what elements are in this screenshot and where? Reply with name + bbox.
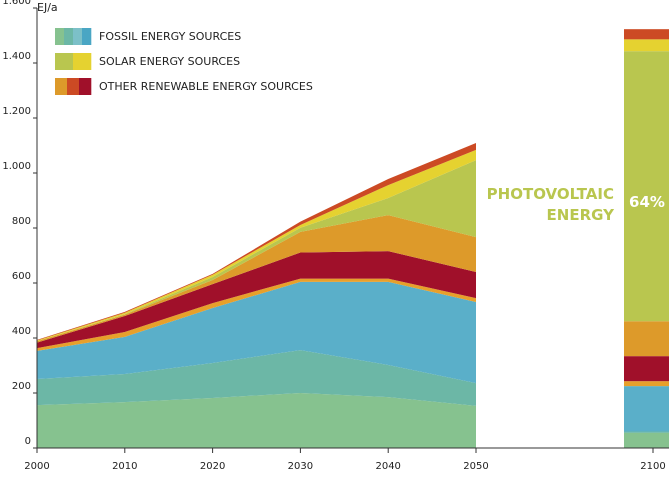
area — [37, 215, 476, 343]
legend-label: FOSSIL ENERGY SOURCES — [99, 30, 241, 43]
legend-swatch — [82, 28, 92, 45]
annotation: ENERGY — [547, 206, 616, 224]
legend-swatch — [73, 28, 83, 45]
x-tick-label: 2030 — [288, 461, 313, 472]
y-tick-label: 1.000 — [2, 161, 31, 172]
x-tick-label: 2050 — [463, 461, 488, 472]
area — [37, 350, 476, 406]
bar-2100 — [624, 381, 669, 387]
legend-label: OTHER RENEWABLE ENERGY SOURCES — [99, 80, 313, 93]
area — [37, 278, 476, 351]
area — [37, 393, 476, 448]
legend-swatch — [79, 78, 92, 95]
area — [37, 143, 476, 341]
legend-swatch — [55, 53, 74, 70]
area — [37, 281, 476, 384]
bar-2100 — [624, 51, 669, 322]
x-tick-label: 2010 — [112, 461, 137, 472]
y-tick-label: 800 — [12, 216, 31, 227]
legend-label: SOLAR ENERGY SOURCES — [99, 55, 240, 68]
legend-swatch — [55, 28, 65, 45]
x-tick-label: 2020 — [200, 461, 225, 472]
y-tick-label: 1.600 — [2, 0, 31, 7]
bar-2100 — [624, 29, 669, 40]
y-tick-label: 400 — [12, 326, 31, 337]
y-tick-label: 1.200 — [2, 106, 31, 117]
x-tick-label: 2100 — [640, 461, 665, 472]
y-axis-unit: EJ/a — [37, 1, 58, 14]
y-tick-label: 600 — [12, 271, 31, 282]
area — [37, 149, 476, 342]
bar-2100 — [624, 356, 669, 382]
area — [37, 251, 476, 349]
y-tick-label: 0 — [25, 436, 31, 447]
x-tick-label: 2040 — [375, 461, 400, 472]
bar-2100 — [624, 39, 669, 52]
bar-2100 — [624, 386, 669, 432]
x-tick-label: 2000 — [24, 461, 49, 472]
y-tick-label: 200 — [12, 381, 31, 392]
bar-2100 — [624, 321, 669, 357]
bar-2100 — [624, 432, 669, 448]
annotation: 64% — [629, 193, 665, 211]
annotation: PHOTOVOLTAIC — [487, 185, 614, 203]
bar-2100 — [624, 431, 669, 433]
legend-swatch — [67, 78, 80, 95]
y-tick-label: 1.400 — [2, 51, 31, 62]
legend-swatch — [73, 53, 92, 70]
legend-swatch — [64, 28, 74, 45]
legend-swatch — [55, 78, 68, 95]
